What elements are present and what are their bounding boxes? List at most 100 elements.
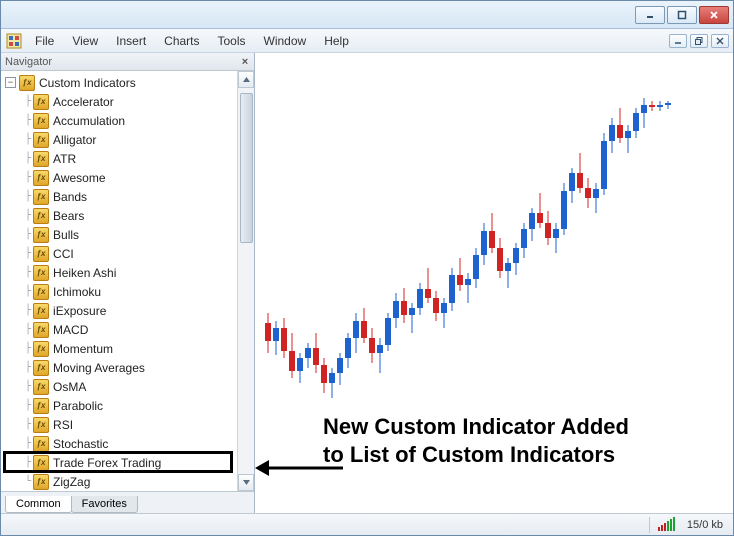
tree-root-label: Custom Indicators xyxy=(39,76,136,90)
mdi-close-button[interactable] xyxy=(711,34,729,48)
indicator-icon: ƒx xyxy=(33,360,49,376)
chart-area[interactable]: New Custom Indicator Added to List of Cu… xyxy=(255,53,733,513)
menu-file[interactable]: File xyxy=(27,32,62,50)
status-kb-text: 15/0 kb xyxy=(683,519,727,531)
app-icon xyxy=(5,32,23,50)
menu-window[interactable]: Window xyxy=(256,32,315,50)
tree-item-label: MACD xyxy=(53,323,88,337)
tree-item[interactable]: ├ƒxAccumulation xyxy=(1,111,237,130)
tree-item[interactable]: ├ƒx Parabolic xyxy=(1,396,237,415)
navigator-title: Navigator xyxy=(5,56,238,68)
indicator-icon: ƒx xyxy=(33,208,49,224)
tree-item[interactable]: ├ƒxAlligator xyxy=(1,130,237,149)
tree-item[interactable]: ├ƒxIchimoku xyxy=(1,282,237,301)
navigator-close-button[interactable]: × xyxy=(238,55,252,69)
annotation-line2: to List of Custom Indicators xyxy=(323,442,615,467)
tree-item-label: Trade Forex Trading xyxy=(53,456,161,470)
scroll-thumb[interactable] xyxy=(240,93,253,243)
tree-item-label: ZigZag xyxy=(53,475,90,489)
window-minimize-button[interactable] xyxy=(635,6,665,24)
indicator-icon: ƒx xyxy=(33,189,49,205)
tree-item[interactable]: ├ƒx Bands xyxy=(1,187,237,206)
menu-tools[interactable]: Tools xyxy=(210,32,254,50)
tree-line-icon: ├ xyxy=(25,210,31,221)
indicator-icon: ƒx xyxy=(33,303,49,319)
tree-item[interactable]: ├ƒxMomentum xyxy=(1,339,237,358)
tree-item[interactable]: ├ƒxATR xyxy=(1,149,237,168)
tab-favorites[interactable]: Favorites xyxy=(71,496,138,513)
workspace: Navigator × − ƒx Custom Indicators ├ƒxAc… xyxy=(1,53,733,513)
tree-line-icon: ├ xyxy=(25,419,31,430)
tree-item[interactable]: ├ƒxMoving Averages xyxy=(1,358,237,377)
tree-item[interactable]: ├ƒxBulls xyxy=(1,225,237,244)
tree-item-label: RSI xyxy=(53,418,73,432)
indicator-icon: ƒx xyxy=(33,417,49,433)
tree-item[interactable]: ├ƒxStochastic xyxy=(1,434,237,453)
navigator-tree[interactable]: − ƒx Custom Indicators ├ƒxAccelerator├ƒx… xyxy=(1,71,237,491)
tree-item[interactable]: ├ƒxBears xyxy=(1,206,237,225)
tree-item[interactable]: ├ƒx MACD xyxy=(1,320,237,339)
indicator-icon: ƒx xyxy=(33,474,49,490)
window-maximize-button[interactable] xyxy=(667,6,697,24)
tree-line-icon: ├ xyxy=(25,457,31,468)
tree-item[interactable]: ├ƒxAccelerator xyxy=(1,92,237,111)
menubar: File View Insert Charts Tools Window Hel… xyxy=(1,29,733,53)
tree-line-icon: ├ xyxy=(25,115,31,126)
indicator-icon: ƒx xyxy=(33,113,49,129)
tree-item-label: Moving Averages xyxy=(53,361,145,375)
tree-item[interactable]: └ƒxZigZag xyxy=(1,472,237,491)
minimize-icon xyxy=(645,10,655,20)
annotation-line1: New Custom Indicator Added xyxy=(323,414,629,439)
tree-item-label: OsMA xyxy=(53,380,86,394)
navigator-scrollbar[interactable] xyxy=(237,71,254,491)
scroll-down-button[interactable] xyxy=(238,474,254,491)
tree-line-icon: ├ xyxy=(25,324,31,335)
mdi-controls xyxy=(669,34,733,48)
tree-line-icon: ├ xyxy=(25,267,31,278)
tree-item-label: Parabolic xyxy=(53,399,103,413)
chevron-down-icon xyxy=(243,480,250,485)
menu-help[interactable]: Help xyxy=(316,32,357,50)
tree-item[interactable]: ├ƒxCCI xyxy=(1,244,237,263)
tree-item[interactable]: ├ƒxAwesome xyxy=(1,168,237,187)
menu-charts[interactable]: Charts xyxy=(156,32,207,50)
indicator-icon: ƒx xyxy=(33,284,49,300)
tree-item[interactable]: ├ƒx Trade Forex Trading xyxy=(1,453,237,472)
menu-view[interactable]: View xyxy=(64,32,106,50)
tree-root-item[interactable]: − ƒx Custom Indicators xyxy=(1,73,237,92)
tree-line-icon: ├ xyxy=(25,191,31,202)
tree-line-icon: ├ xyxy=(25,172,31,183)
tree-expander-icon[interactable]: − xyxy=(5,77,16,88)
tree-item[interactable]: ├ƒx RSI xyxy=(1,415,237,434)
connection-signal-icon xyxy=(658,519,675,531)
tree-item[interactable]: ├ƒxOsMA xyxy=(1,377,237,396)
indicator-icon: ƒx xyxy=(33,398,49,414)
navigator-header: Navigator × xyxy=(1,53,254,71)
menu-insert[interactable]: Insert xyxy=(108,32,154,50)
indicator-icon: ƒx xyxy=(33,265,49,281)
tree-item-label: Awesome xyxy=(53,171,105,185)
navigator-panel: Navigator × − ƒx Custom Indicators ├ƒxAc… xyxy=(1,53,255,513)
tree-line-icon: ├ xyxy=(25,153,31,164)
navigator-tabs: Common Favorites xyxy=(1,491,254,513)
tree-item[interactable]: ├ƒxiExposure xyxy=(1,301,237,320)
tree-item-label: ATR xyxy=(53,152,76,166)
window-close-button[interactable] xyxy=(699,6,729,24)
tree-item-label: Momentum xyxy=(53,342,113,356)
tree-item-label: Heiken Ashi xyxy=(53,266,116,280)
scroll-up-button[interactable] xyxy=(238,71,254,88)
tab-common[interactable]: Common xyxy=(5,496,72,513)
mdi-minimize-button[interactable] xyxy=(669,34,687,48)
titlebar xyxy=(1,1,733,29)
indicator-icon: ƒx xyxy=(33,322,49,338)
tree-line-icon: ├ xyxy=(25,400,31,411)
indicator-icon: ƒx xyxy=(33,455,49,471)
annotation-text: New Custom Indicator Added to List of Cu… xyxy=(323,413,629,468)
tree-line-icon: ├ xyxy=(25,343,31,354)
tree-item-label: Stochastic xyxy=(53,437,108,451)
mdi-restore-button[interactable] xyxy=(690,34,708,48)
indicator-icon: ƒx xyxy=(33,246,49,262)
tree-item[interactable]: ├ƒx Heiken Ashi xyxy=(1,263,237,282)
tree-item-label: Bands xyxy=(53,190,87,204)
tree-line-icon: ├ xyxy=(25,381,31,392)
